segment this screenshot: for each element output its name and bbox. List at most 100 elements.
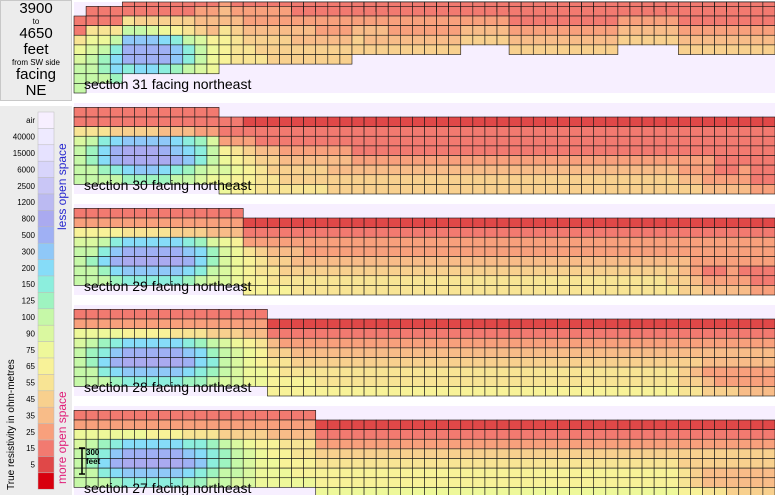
resistivity-cell bbox=[424, 25, 437, 36]
resistivity-cell bbox=[460, 126, 474, 137]
resistivity-cell bbox=[351, 448, 365, 459]
resistivity-cell bbox=[593, 145, 607, 156]
resistivity-cell bbox=[629, 126, 643, 137]
resistivity-cell bbox=[412, 337, 425, 349]
resistivity-cell bbox=[146, 429, 159, 440]
resistivity-cell bbox=[665, 6, 679, 17]
resistivity-cell bbox=[267, 275, 280, 286]
resistivity-cell bbox=[448, 135, 462, 147]
resistivity-cell bbox=[267, 145, 280, 156]
resistivity-cell bbox=[412, 448, 425, 459]
resistivity-cell bbox=[424, 44, 437, 55]
resistivity-cell bbox=[267, 429, 280, 440]
resistivity-cell bbox=[85, 309, 99, 320]
resistivity-cell bbox=[218, 155, 232, 166]
resistivity-cell bbox=[653, 265, 667, 277]
resistivity-cell bbox=[641, 366, 655, 378]
resistivity-cell bbox=[134, 54, 147, 65]
resistivity-cell bbox=[291, 438, 304, 450]
resistivity-cell bbox=[520, 25, 534, 36]
resistivity-cell bbox=[254, 438, 268, 450]
resistivity-cell bbox=[581, 357, 595, 368]
resistivity-cell bbox=[315, 174, 329, 185]
resistivity-cell bbox=[460, 246, 474, 257]
resistivity-cell bbox=[134, 164, 147, 176]
resistivity-cell bbox=[605, 135, 619, 147]
resistivity-cell bbox=[641, 126, 655, 137]
resistivity-cell bbox=[254, 227, 268, 238]
resistivity-cell bbox=[267, 328, 280, 339]
resistivity-cell bbox=[714, 429, 727, 440]
resistivity-cell bbox=[134, 44, 147, 55]
resistivity-cell bbox=[170, 6, 184, 17]
resistivity-cell bbox=[629, 236, 643, 248]
resistivity-cell bbox=[267, 236, 280, 248]
resistivity-cell bbox=[363, 366, 377, 378]
resistivity-cell bbox=[170, 265, 184, 277]
resistivity-cell bbox=[122, 448, 135, 459]
resistivity-cell bbox=[726, 116, 740, 127]
resistivity-cell bbox=[412, 438, 425, 450]
resistivity-cell bbox=[653, 256, 667, 267]
resistivity-cell bbox=[412, 265, 425, 277]
resistivity-cell bbox=[339, 116, 353, 127]
resistivity-cell bbox=[532, 227, 546, 238]
resistivity-cell bbox=[387, 135, 401, 147]
resistivity-cell bbox=[750, 25, 764, 36]
resistivity-cell bbox=[569, 126, 582, 137]
resistivity-cell bbox=[303, 246, 317, 257]
resistivity-cell bbox=[472, 135, 486, 147]
resistivity-cell bbox=[73, 15, 87, 26]
resistivity-cell bbox=[412, 145, 425, 156]
resistivity-cell bbox=[218, 208, 232, 219]
resistivity-cell bbox=[569, 467, 582, 479]
resistivity-cell bbox=[762, 429, 775, 440]
resistivity-cell bbox=[363, 116, 377, 127]
resistivity-cell bbox=[484, 184, 498, 195]
resistivity-cell bbox=[750, 44, 764, 55]
resistivity-cell bbox=[762, 164, 775, 176]
resistivity-cell bbox=[424, 429, 437, 440]
resistivity-cell bbox=[581, 155, 595, 166]
resistivity-cell bbox=[109, 54, 123, 65]
resistivity-cell bbox=[460, 285, 474, 296]
resistivity-cell bbox=[242, 309, 256, 320]
resistivity-cell bbox=[327, 145, 341, 156]
resistivity-cell bbox=[678, 477, 691, 488]
resistivity-cell bbox=[327, 155, 341, 166]
scale-bar-value: 300 bbox=[86, 448, 100, 457]
resistivity-cell bbox=[605, 126, 619, 137]
resistivity-cell bbox=[412, 429, 425, 440]
resistivity-cell bbox=[702, 487, 715, 495]
resistivity-cell bbox=[375, 467, 389, 479]
resistivity-cell bbox=[520, 458, 534, 469]
resistivity-cell bbox=[738, 44, 752, 55]
resistivity-cell bbox=[267, 410, 280, 421]
resistivity-cell bbox=[750, 386, 764, 397]
resistivity-cell bbox=[242, 318, 256, 329]
resistivity-cell bbox=[665, 487, 679, 495]
resistivity-cell bbox=[762, 285, 775, 296]
resistivity-cell bbox=[545, 25, 558, 36]
resistivity-cell bbox=[254, 155, 268, 166]
resistivity-cell bbox=[134, 448, 147, 459]
resistivity-cell bbox=[303, 467, 317, 479]
resistivity-cell bbox=[194, 256, 208, 267]
resistivity-cell bbox=[436, 376, 449, 387]
resistivity-cell bbox=[726, 15, 740, 26]
more-open-space-note: more open space bbox=[55, 391, 69, 484]
resistivity-cell bbox=[581, 328, 595, 339]
resistivity-cell bbox=[508, 419, 522, 430]
resistivity-cell bbox=[363, 246, 377, 257]
resistivity-cell bbox=[242, 458, 256, 469]
resistivity-cell bbox=[581, 265, 595, 277]
resistivity-cell bbox=[412, 246, 425, 257]
resistivity-cell bbox=[520, 6, 534, 17]
resistivity-cell bbox=[653, 184, 667, 195]
resistivity-cell bbox=[690, 126, 703, 137]
resistivity-cell bbox=[653, 116, 667, 127]
resistivity-cell bbox=[230, 246, 244, 257]
resistivity-cell bbox=[351, 236, 365, 248]
resistivity-cell bbox=[629, 227, 643, 238]
resistivity-cell bbox=[581, 467, 595, 479]
